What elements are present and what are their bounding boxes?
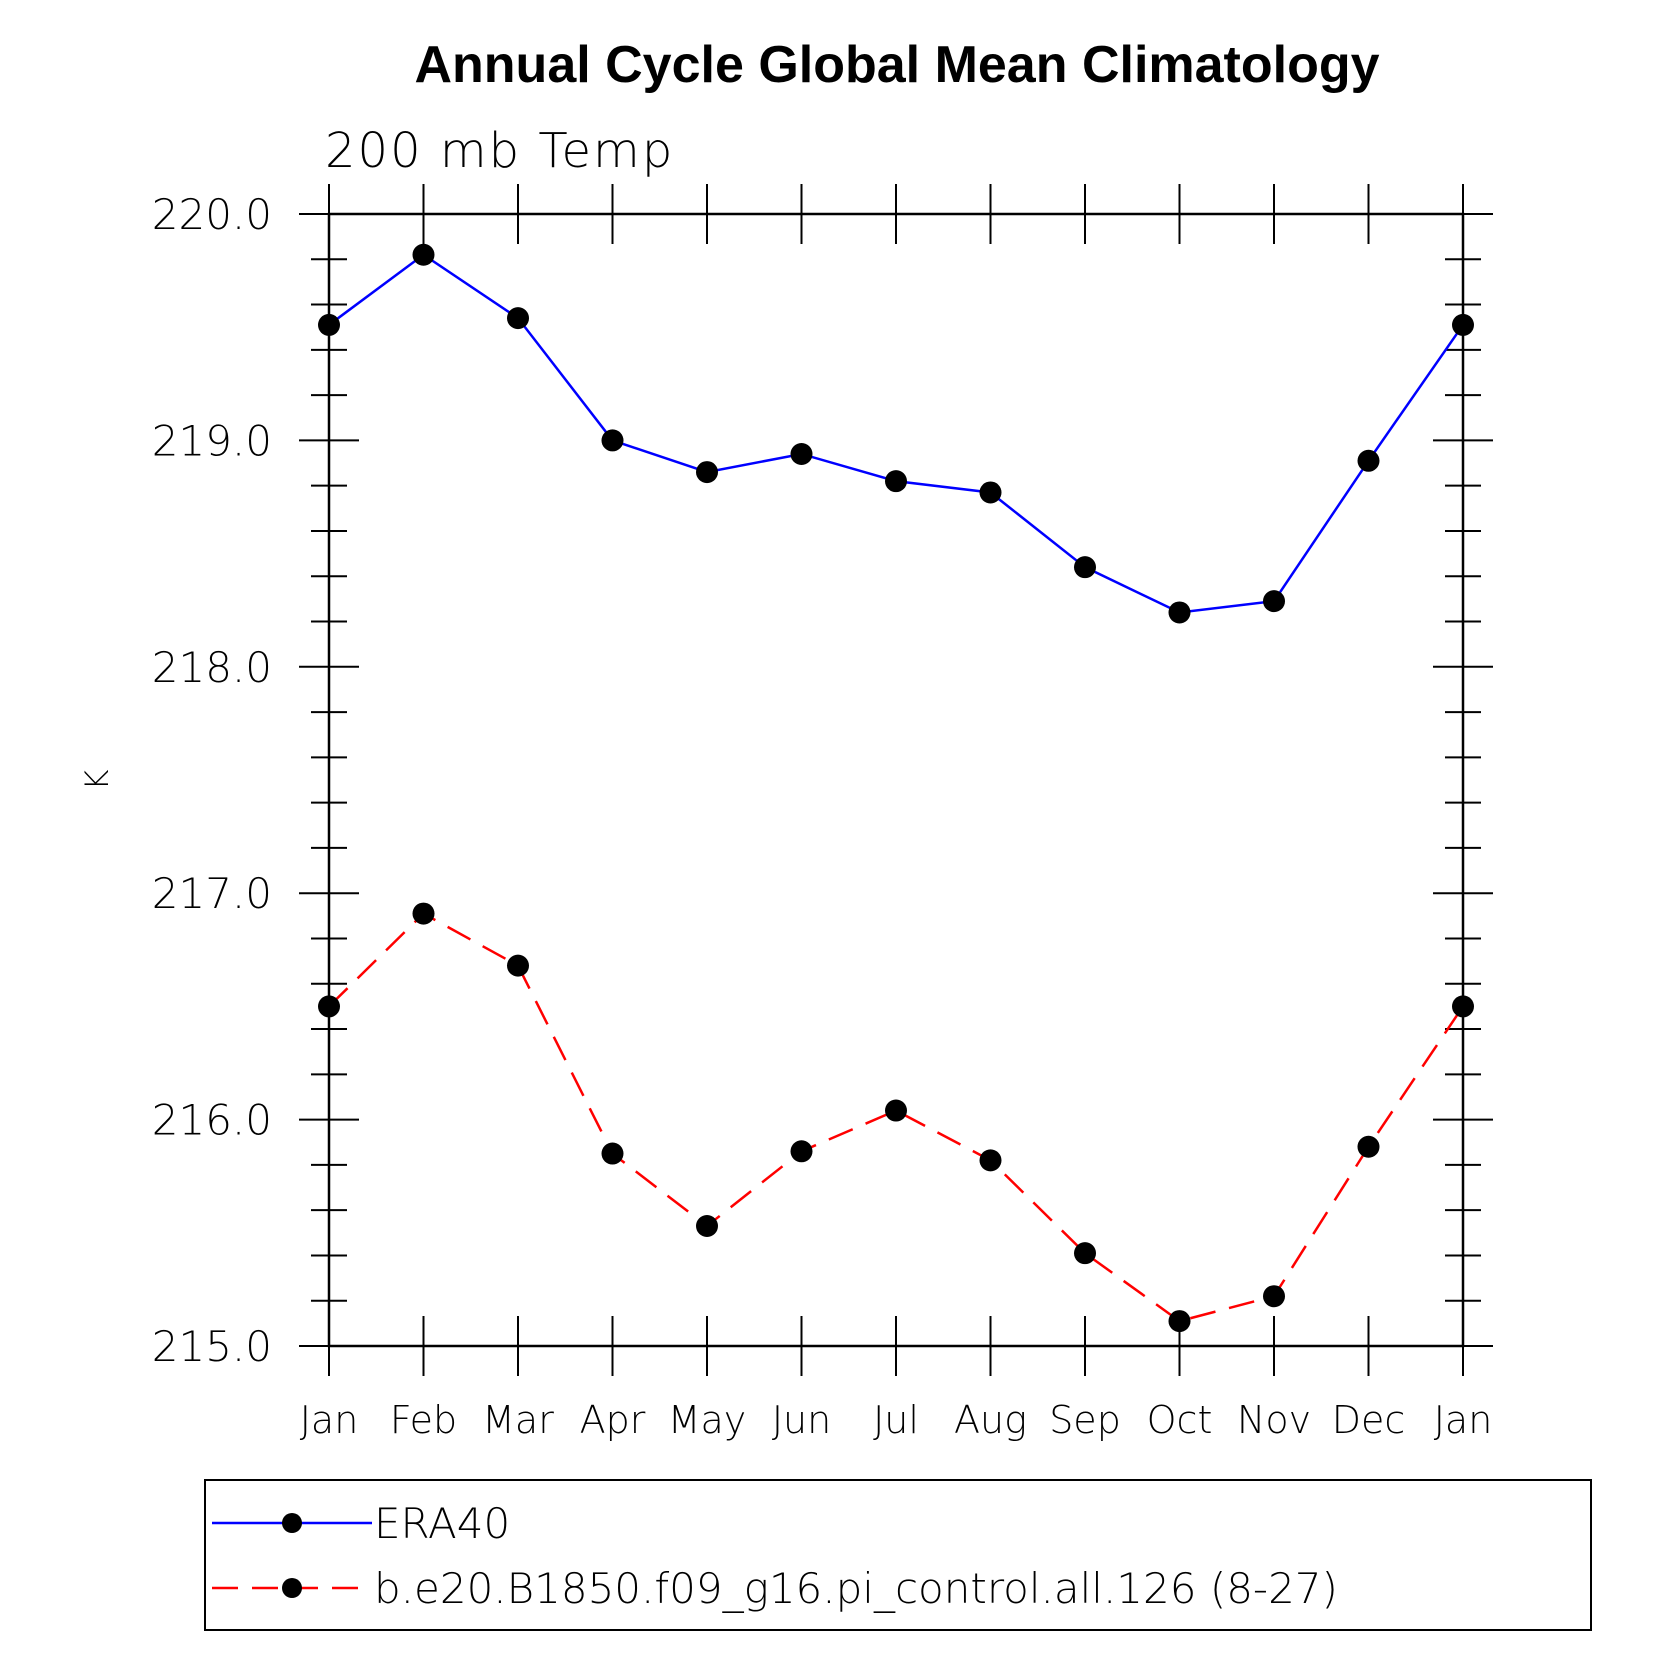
chart-subtitle: 200 mb Temp	[325, 123, 674, 179]
legend-entry-label: ERA40	[374, 1499, 510, 1548]
x-tick-label: Sep	[1049, 1398, 1121, 1442]
x-tick-label: Aug	[954, 1398, 1027, 1442]
x-tick-label: Feb	[390, 1398, 457, 1442]
x-tick-label: Jun	[772, 1398, 831, 1442]
x-tick-label: Nov	[1237, 1398, 1311, 1442]
data-point	[1263, 1285, 1285, 1308]
y-tick-label: 217.0	[152, 869, 272, 918]
data-point	[979, 481, 1002, 504]
data-point	[1074, 556, 1096, 579]
data-point	[1357, 449, 1380, 472]
series-layer	[318, 243, 1474, 1333]
x-tick-label: Mar	[482, 1398, 554, 1442]
y-tick-label: 216.0	[152, 1096, 272, 1145]
y-axis-label: K	[78, 769, 116, 790]
x-tick-label: May	[668, 1398, 747, 1442]
data-point	[1074, 1242, 1096, 1265]
data-point	[507, 954, 529, 977]
legend-box	[204, 1479, 1592, 1631]
legend-swatch-marker	[282, 1513, 302, 1533]
data-point	[1357, 1135, 1380, 1158]
data-point	[1263, 590, 1285, 613]
legend-entry-label: b.e20.B1850.f09_g16.pi_control.all.126 (…	[374, 1564, 1338, 1613]
x-tick-label: Jan	[300, 1398, 359, 1442]
x-tick-label: Jul	[873, 1398, 919, 1442]
data-point	[318, 995, 340, 1018]
series-2	[318, 902, 1474, 1333]
y-tick-label: 220.0	[152, 190, 272, 239]
data-point	[790, 442, 813, 465]
data-point	[601, 429, 624, 452]
data-point	[696, 461, 718, 484]
y-tick-label: 215.0	[152, 1322, 272, 1371]
data-point	[412, 902, 435, 925]
x-tick-label: Oct	[1147, 1398, 1213, 1442]
data-point	[1168, 1310, 1191, 1333]
legend-swatch-marker	[282, 1578, 302, 1598]
x-tick-label: Jan	[1434, 1398, 1493, 1442]
series-1	[318, 243, 1474, 624]
x-tick-label: Apr	[580, 1398, 646, 1442]
x-tick-label: Dec	[1332, 1398, 1406, 1442]
data-point	[412, 243, 435, 266]
data-point	[790, 1140, 813, 1163]
y-tick-label: 219.0	[152, 416, 272, 465]
data-point	[1452, 313, 1474, 336]
data-point	[318, 313, 340, 336]
plot-frame	[327, 212, 1465, 1348]
data-point	[979, 1149, 1002, 1172]
data-point	[507, 307, 529, 330]
data-point	[1452, 995, 1474, 1018]
plot-axes: 215.0 216.0 217.0 218.0 219.0 220.0 Jan Feb Mar A…	[152, 184, 1493, 1442]
data-point	[885, 470, 907, 493]
series-line	[328, 253, 1465, 614]
data-point	[696, 1215, 718, 1238]
chart-title: Annual Cycle Global Mean Climatology	[414, 36, 1379, 94]
data-point	[601, 1142, 624, 1165]
data-point	[1168, 601, 1191, 624]
legend: ERA40 b.e20.B1850.f09_g16.pi_control.all.…	[204, 1479, 1592, 1631]
data-point	[885, 1099, 907, 1122]
y-tick-label: 218.0	[152, 643, 272, 692]
